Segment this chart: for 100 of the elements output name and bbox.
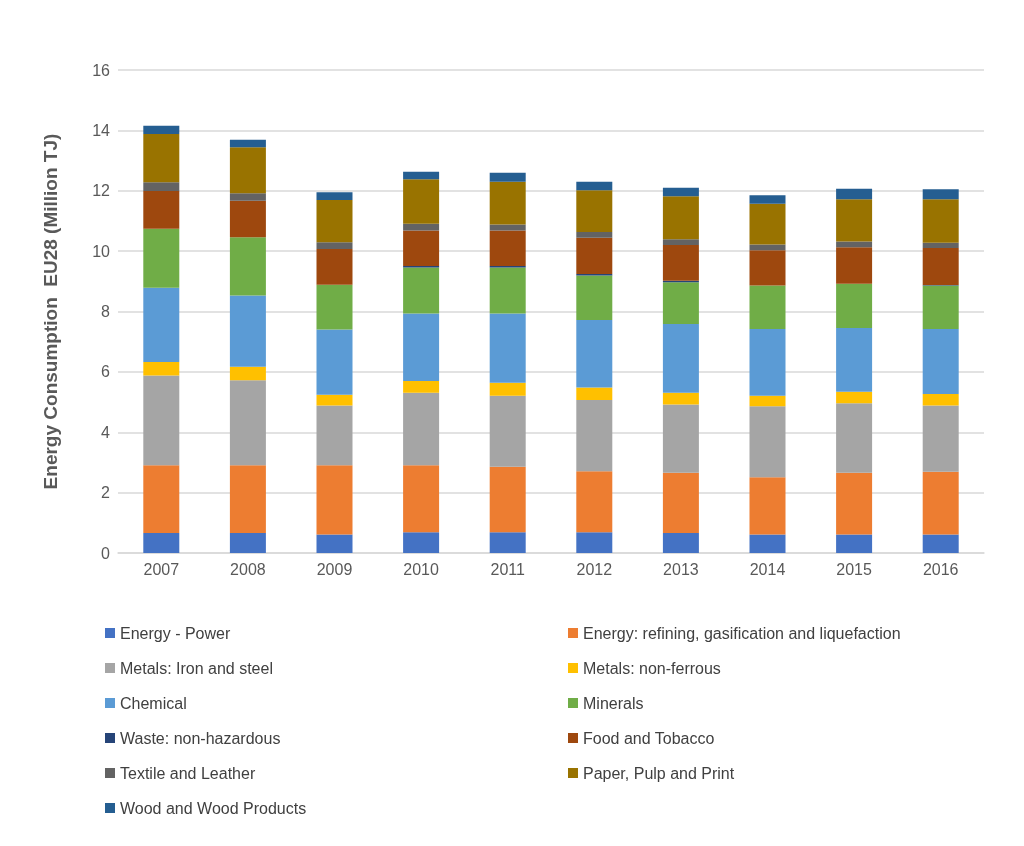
legend-label: Textile and Leather: [120, 764, 256, 782]
bar: [922, 393, 959, 406]
bar: [143, 375, 180, 466]
bar: [229, 295, 266, 367]
bar: [316, 242, 353, 250]
legend-label: Energy - Power: [120, 624, 231, 642]
y-axis-title: Energy Consumption EU28 (Million TJ): [40, 133, 61, 490]
bar: [489, 382, 526, 396]
bar: [836, 188, 873, 200]
y-tick-label: 14: [92, 121, 111, 139]
bar: [922, 285, 959, 330]
legend-label: Paper, Pulp and Print: [583, 764, 735, 782]
bar: [489, 532, 526, 553]
bar: [229, 147, 266, 194]
bar: [576, 232, 613, 238]
bar: [143, 125, 180, 134]
bar: [403, 171, 440, 180]
bar: [229, 237, 266, 296]
bar: [749, 406, 786, 478]
bar: [662, 533, 699, 553]
bar: [576, 532, 613, 553]
y-tick-label: 16: [92, 61, 111, 79]
bar: [403, 313, 440, 381]
bar: [576, 399, 613, 472]
bar: [836, 403, 873, 473]
bar: [836, 199, 873, 242]
bar: [922, 534, 959, 553]
bar: [922, 199, 959, 243]
bar: [316, 249, 353, 285]
bar: [836, 241, 873, 248]
bar: [749, 329, 786, 396]
bar: [576, 471, 613, 533]
bar: [922, 329, 959, 394]
bar: [749, 395, 786, 407]
bar: [316, 405, 353, 466]
bar: [576, 319, 613, 388]
bar: [662, 323, 699, 393]
bar: [316, 284, 353, 330]
y-tick-label: 12: [92, 182, 111, 200]
bar: [836, 328, 873, 392]
x-tick-label: 2007: [143, 560, 180, 578]
bar: [403, 223, 440, 231]
bar: [229, 193, 266, 201]
bar: [662, 282, 699, 324]
bar: [662, 392, 699, 405]
bar: [489, 395, 526, 467]
bar: [403, 230, 440, 266]
bar: [576, 237, 613, 275]
bar: [749, 244, 786, 251]
bar: [316, 394, 353, 406]
bar: [576, 190, 613, 233]
legend-label: Chemical: [120, 694, 187, 712]
bar: [489, 267, 526, 314]
bar: [403, 267, 440, 314]
bar: [316, 200, 353, 243]
bar: [403, 465, 440, 533]
bar: [836, 534, 873, 553]
bar: [489, 313, 526, 383]
legend-label: Wood and Wood Products: [120, 799, 307, 817]
bar: [229, 380, 266, 466]
bar: [316, 329, 353, 395]
bar: [576, 387, 613, 400]
bar: [489, 230, 526, 266]
x-tick-label: 2012: [576, 560, 613, 578]
bar: [143, 191, 180, 229]
bar: [489, 466, 526, 533]
bar: [749, 203, 786, 245]
bar: [143, 361, 180, 376]
bar: [143, 287, 180, 362]
x-tick-label: 2015: [836, 560, 872, 578]
x-tick-label: 2016: [922, 560, 959, 578]
bar: [143, 134, 180, 183]
bar: [749, 477, 786, 535]
y-tick-label: 2: [101, 484, 111, 502]
bar: [489, 181, 526, 225]
bar: [749, 250, 786, 286]
x-tick-label: 2010: [403, 560, 439, 578]
x-tick-label: 2014: [749, 560, 786, 578]
bar: [316, 465, 353, 535]
bar: [836, 472, 873, 535]
bar: [922, 248, 959, 285]
x-tick-label: 2013: [663, 560, 699, 578]
y-tick-label: 6: [101, 363, 111, 381]
bar: [143, 182, 180, 192]
bar: [836, 283, 873, 329]
bar: [489, 172, 526, 182]
legend-label: Waste: non-hazardous: [120, 729, 281, 747]
legend-label: Metals: non-ferrous: [583, 659, 721, 677]
bar: [143, 228, 180, 288]
bar: [316, 534, 353, 553]
bar: [229, 200, 266, 238]
bar: [143, 465, 180, 534]
bar: [316, 192, 353, 201]
legend-label: Energy: refining, gasification and liquefaction: [583, 624, 901, 642]
bar: [576, 275, 613, 320]
bar: [662, 196, 699, 240]
legend-label: Food and Tobacco: [583, 729, 715, 747]
bar: [662, 187, 699, 197]
bar: [576, 181, 613, 191]
y-tick-label: 0: [101, 544, 111, 562]
